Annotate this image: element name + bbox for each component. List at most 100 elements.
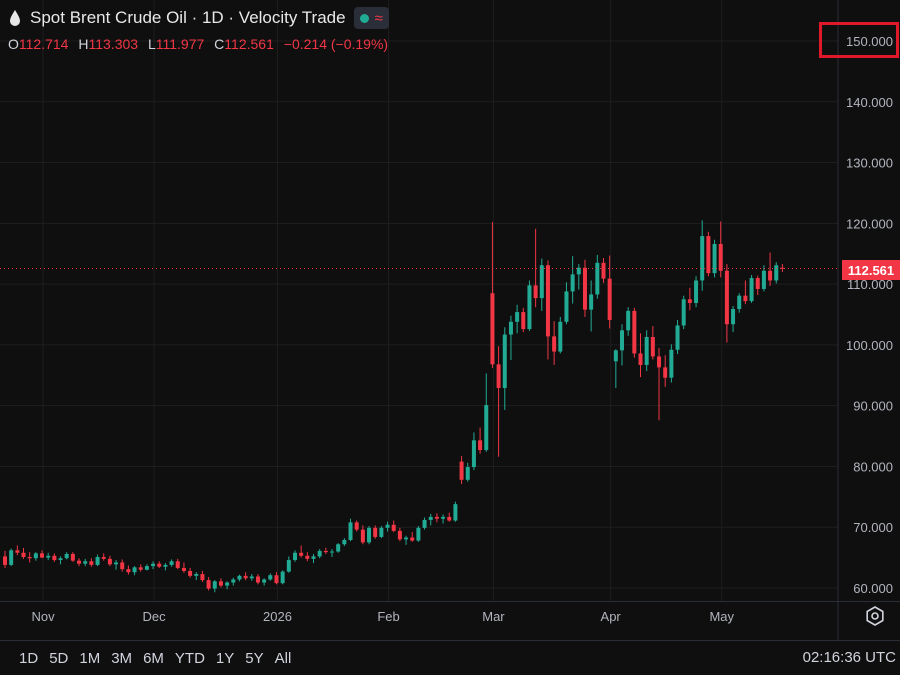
candle-body (761, 270, 766, 289)
candle-body (354, 522, 359, 530)
candle-body (255, 576, 260, 583)
candle-body (731, 309, 736, 325)
y-tick-label: 70.000 (853, 520, 893, 535)
high-label: H (78, 36, 89, 52)
gear-icon[interactable] (864, 605, 886, 627)
candle-body (490, 293, 495, 365)
candle-body (434, 516, 439, 519)
candle-body (101, 557, 106, 559)
candle-body (77, 560, 82, 564)
y-tick-label: 130.000 (846, 156, 893, 171)
candle-body (422, 519, 427, 528)
candle-body (169, 561, 174, 565)
candle-body (200, 574, 205, 581)
open-label: O (8, 36, 19, 52)
candle-body (570, 274, 575, 292)
candle-body (681, 299, 686, 326)
candle-body (391, 524, 396, 531)
candle-body (15, 550, 20, 553)
range-5d-button[interactable]: 5D (49, 649, 69, 667)
candle-body (107, 558, 112, 565)
candle-body (743, 295, 748, 302)
candle-body (755, 278, 760, 289)
candle-body (348, 522, 353, 540)
range-1d-button[interactable]: 1D (19, 649, 39, 667)
candle-body (330, 551, 335, 553)
candle-body (144, 566, 149, 570)
candle-body (95, 557, 100, 565)
candle-body (83, 561, 88, 564)
candle-body (323, 550, 328, 553)
close-value: 112.561 (224, 36, 274, 52)
candle-body (120, 562, 125, 570)
candle-body (268, 575, 273, 580)
candle-body (564, 291, 569, 322)
candle-body (718, 243, 723, 271)
candle-body (367, 527, 372, 543)
candle-body (620, 330, 624, 351)
candle-body (274, 575, 279, 584)
x-tick-label: 2026 (263, 609, 292, 624)
y-tick-label: 150.000 (846, 34, 893, 49)
x-tick-label: Nov (31, 609, 55, 624)
candle-body (706, 236, 711, 274)
last-price-tag: 112.561 (842, 260, 900, 280)
candle-body (465, 467, 470, 480)
candle-body (471, 440, 476, 468)
candle-body (416, 527, 421, 541)
candle-body (397, 530, 402, 540)
candle-body (428, 516, 433, 520)
candle-body (694, 280, 699, 303)
candle-body (644, 336, 649, 365)
ohlc-legend: O112.714 H113.303 L111.977 C112.561 −0.2… (8, 36, 394, 52)
candle-body (774, 265, 779, 281)
range-1y-button[interactable]: 1Y (215, 649, 235, 667)
candle-body (317, 550, 322, 557)
candle-body (404, 537, 409, 540)
candle-body (305, 555, 310, 559)
candle-body (243, 575, 248, 579)
range-6m-button[interactable]: 6M (143, 649, 164, 667)
low-value: 111.977 (155, 36, 205, 52)
candle-body (607, 278, 612, 320)
range-3m-button[interactable]: 3M (111, 649, 133, 667)
candle-body (280, 571, 285, 584)
candle-body (163, 564, 168, 567)
candle-body (9, 550, 14, 565)
candle-body (453, 504, 458, 521)
candle-body (638, 353, 643, 365)
candle-body (613, 350, 618, 362)
candle-body (669, 349, 674, 378)
candle-body (3, 556, 7, 565)
candle-body (502, 334, 507, 389)
y-tick-label: 60.000 (853, 581, 893, 596)
candle-body (206, 580, 211, 589)
range-5y-button[interactable]: 5Y (245, 649, 264, 667)
candle-body (558, 321, 563, 352)
candle-body (286, 560, 291, 572)
price-highlight-box (819, 22, 899, 58)
chart-header: Spot Brent Crude Oil · 1D · Velocity Tra… (8, 6, 389, 30)
range-ytd-button[interactable]: YTD (174, 649, 205, 667)
candle-body (194, 574, 199, 576)
y-tick-label: 90.000 (853, 399, 893, 414)
candle-body (249, 576, 254, 579)
candle-body (663, 367, 668, 378)
range-1m-button[interactable]: 1M (79, 649, 101, 667)
candle-body (533, 285, 538, 299)
change-value: −0.214 (−0.19%) (283, 36, 389, 52)
utc-clock[interactable]: 02:16:36 UTC (802, 649, 896, 666)
close-label: C (214, 36, 225, 52)
candle-body (675, 325, 680, 350)
range-all-button[interactable]: All (274, 649, 292, 667)
candle-body (262, 579, 267, 583)
market-status-badge[interactable]: ≈ (353, 7, 389, 29)
candle-body (441, 516, 446, 519)
candle-body (385, 524, 390, 528)
symbol-title[interactable]: Spot Brent Crude Oil · 1D · Velocity Tra… (30, 8, 346, 27)
candle-body (151, 563, 156, 567)
y-tick-label: 110.000 (847, 277, 893, 292)
droplet-icon (10, 10, 20, 26)
